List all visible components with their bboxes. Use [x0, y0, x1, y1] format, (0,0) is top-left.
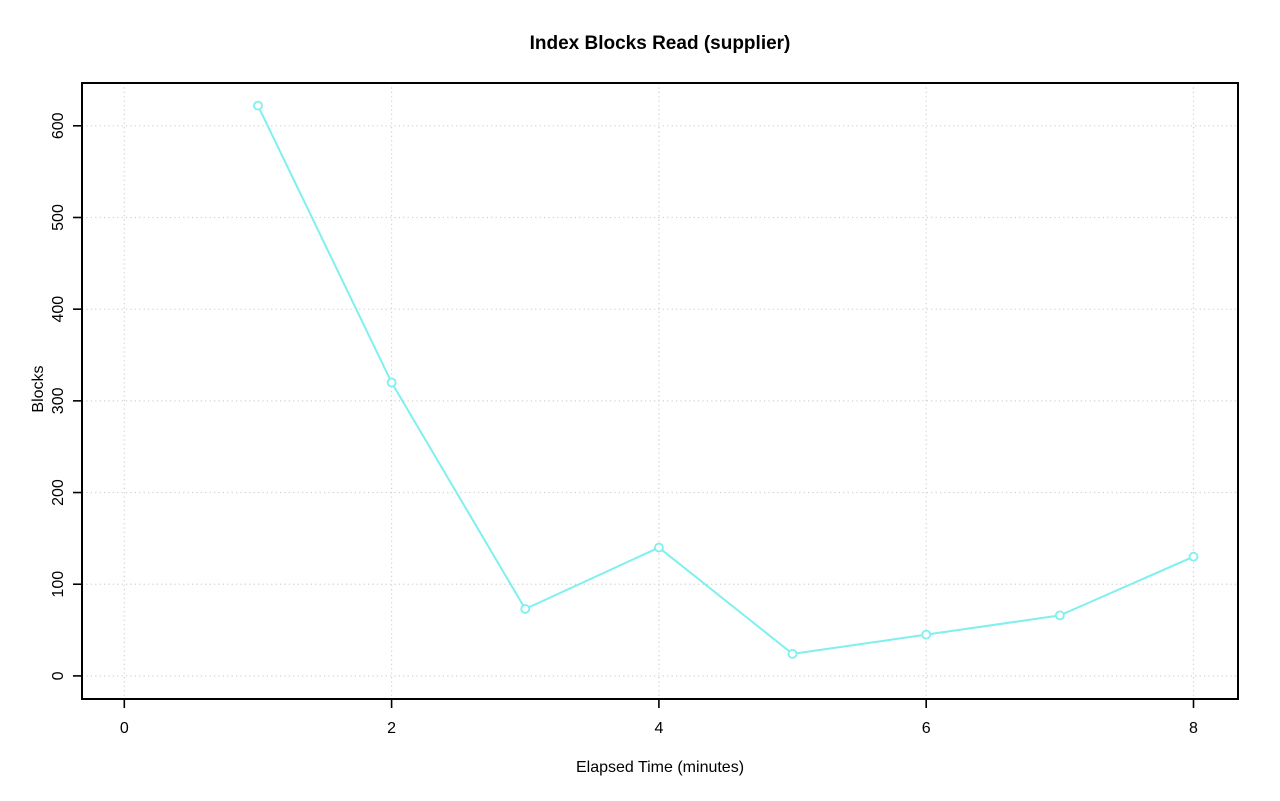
- y-tick-label: 500: [50, 204, 67, 231]
- x-tick-label: 8: [1189, 720, 1198, 737]
- data-point: [654, 542, 664, 553]
- y-tick-label: 200: [50, 479, 67, 506]
- series-layer: [253, 100, 1199, 659]
- y-tick-label: 600: [50, 112, 67, 139]
- chart-title: Index Blocks Read (supplier): [530, 33, 791, 54]
- x-tick-label: 4: [654, 720, 663, 737]
- axis-layer: 0 2 4 6 8 0 100 200 300 400 500 600: [50, 82, 1239, 737]
- y-axis-label: Blocks: [30, 365, 47, 412]
- x-tick-label: 0: [120, 720, 129, 737]
- series-line: [256, 104, 1195, 655]
- x-tick-label: 6: [922, 720, 931, 737]
- y-tick-label: 400: [50, 296, 67, 323]
- data-point: [1188, 551, 1199, 562]
- y-tick-label: 0: [50, 671, 67, 680]
- data-point: [1054, 610, 1065, 621]
- y-tick-label: 100: [50, 571, 67, 598]
- grid-layer: [82, 83, 1238, 699]
- data-point: [787, 648, 798, 659]
- y-tick-label: 300: [50, 387, 67, 414]
- plot-box: [81, 82, 1239, 700]
- x-tick-label: 2: [387, 720, 396, 737]
- data-point: [520, 604, 531, 614]
- data-point: [253, 100, 263, 111]
- data-point: [386, 377, 397, 388]
- data-point: [921, 629, 932, 640]
- x-axis-label: Elapsed Time (minutes): [576, 759, 744, 776]
